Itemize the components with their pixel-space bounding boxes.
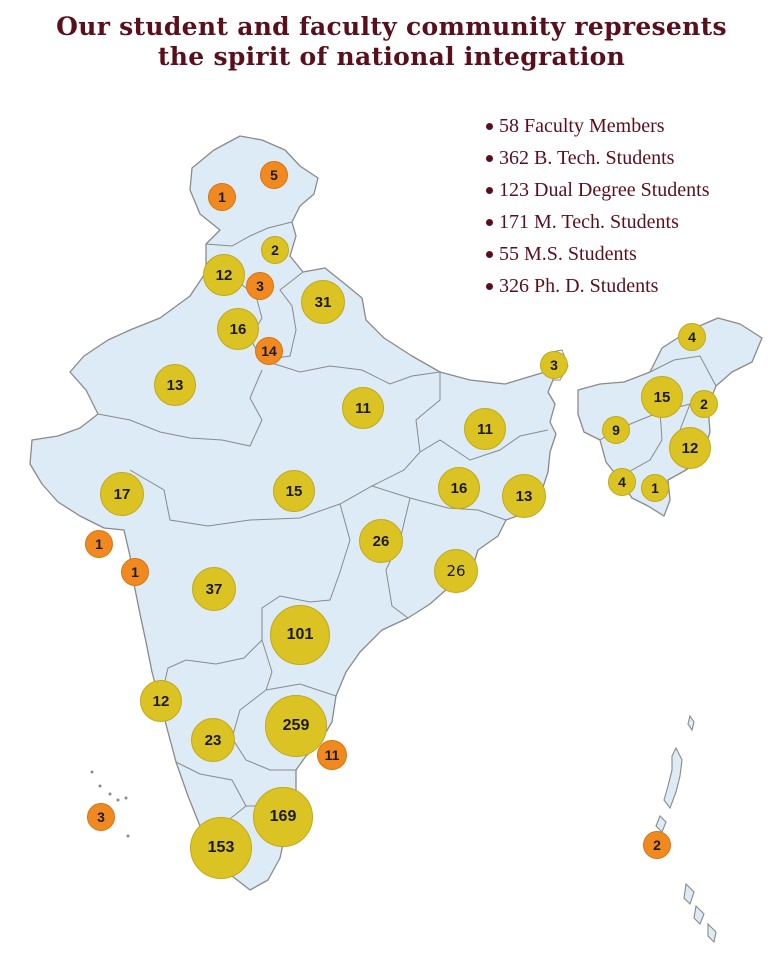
mainland-india [29, 135, 557, 891]
bullet-icon [486, 154, 493, 162]
bullet-icon [486, 122, 493, 130]
bubble-andhra-pradesh: 259 [265, 695, 327, 757]
legend-item-phd: 326 Ph. D. Students [486, 270, 710, 302]
legend-item-mtech: 171 M. Tech. Students [486, 206, 710, 238]
bubble-nagaland: 2 [690, 390, 718, 418]
bubble-kerala: 153 [190, 817, 252, 879]
bubble-bihar: 11 [464, 408, 506, 450]
bubble-lakshadweep: 3 [87, 803, 115, 831]
bullet-icon [486, 250, 493, 258]
bullet-icon [486, 186, 493, 194]
bubble-chandigarh: 3 [246, 272, 274, 300]
bubble-arunachal: 4 [678, 323, 706, 351]
bubble-tamil-nadu: 169 [253, 787, 313, 847]
northeast-india [577, 317, 763, 517]
bubble-uttar-pradesh: 11 [342, 387, 384, 429]
bubble-mizoram: 1 [641, 474, 669, 502]
legend-item-ms: 55 M.S. Students [486, 238, 710, 270]
bubble-daman: 1 [121, 558, 149, 586]
bubble-maharashtra: 37 [192, 567, 236, 611]
bubble-tripura: 4 [608, 468, 636, 496]
page-title: Our student and faculty community repres… [0, 12, 783, 72]
bubble-assam: 15 [641, 376, 683, 418]
legend-item-btech: 362 B. Tech. Students [486, 142, 710, 174]
bubble-meghalaya: 9 [602, 416, 630, 444]
bubble-delhi: 14 [255, 337, 283, 365]
legend: 58 Faculty Members 362 B. Tech. Students… [486, 110, 710, 302]
bubble-punjab: 12 [203, 254, 245, 296]
bubble-madhya-pradesh: 15 [273, 470, 315, 512]
title-line-2: the spirit of national integration [157, 42, 626, 71]
andaman-nicobar-islands [655, 714, 717, 944]
legend-item-faculty: 58 Faculty Members [486, 110, 710, 142]
bubble-diu: 1 [85, 530, 113, 558]
legend-item-dual-degree: 123 Dual Degree Students [486, 174, 710, 206]
bubble-karnataka: 23 [191, 718, 235, 762]
bullet-icon [486, 218, 493, 226]
bubble-chhattisgarh: 26 [359, 519, 403, 563]
bubble-himachal: 2 [261, 236, 289, 264]
bubble-haryana: 16 [217, 308, 259, 350]
bubble-andaman: 2 [643, 831, 671, 859]
bubble-manipur: 12 [669, 427, 711, 469]
bubble-sikkim: 3 [540, 351, 568, 379]
bubble-telangana: 101 [270, 605, 330, 665]
bubble-puducherry: 11 [317, 740, 347, 770]
bubble-west-bengal: 13 [502, 474, 546, 518]
bubble-rajasthan: 13 [154, 364, 196, 406]
bubble-jammu-kashmir-a: 5 [260, 161, 288, 189]
bubble-odisha: 26 [434, 549, 478, 593]
bubble-gujarat: 17 [100, 472, 144, 516]
bubble-jharkhand: 16 [438, 467, 480, 509]
bubble-uttarakhand: 31 [301, 280, 345, 324]
bullet-icon [486, 282, 493, 290]
bubble-jammu-kashmir-b: 1 [208, 183, 236, 211]
title-line-1: Our student and faculty community repres… [56, 12, 727, 41]
bubble-goa: 12 [140, 680, 182, 722]
